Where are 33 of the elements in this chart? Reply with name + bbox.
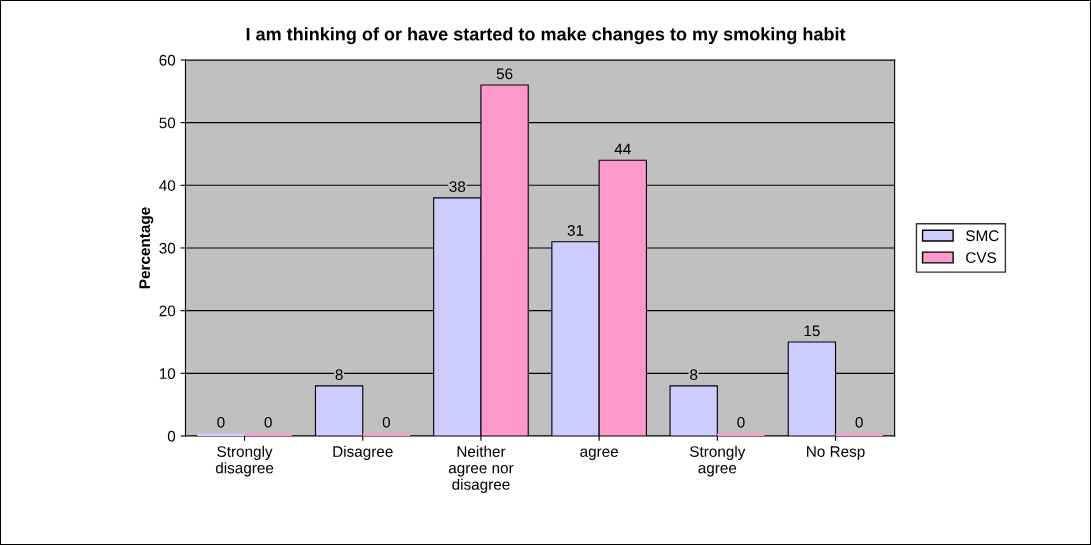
bar: [835, 433, 883, 436]
x-tick-label: No Resp: [807, 446, 865, 460]
x-tick-label: agree: [580, 448, 618, 460]
y-tick-label: 50: [159, 117, 176, 129]
data-label: 0: [737, 416, 745, 428]
x-tick-label: Disagree: [333, 445, 393, 460]
chart-title: I am thinking of or have started to make changes to my smoking habit: [246, 27, 846, 45]
x-tick-label: Neither agree nor disagree: [448, 445, 514, 493]
legend-label: SMC: [966, 230, 999, 242]
y-tick-label: 30: [159, 242, 176, 254]
bar: [244, 433, 292, 436]
x-tick-label: Strongly agree: [690, 445, 746, 477]
y-tick-label: 10: [159, 368, 176, 380]
data-label: 0: [217, 416, 225, 428]
data-label: 0: [855, 416, 863, 428]
y-tick-label: 60: [159, 54, 176, 66]
data-label: 8: [335, 369, 343, 381]
y-tick-label: 0: [167, 430, 176, 442]
data-label: 15: [804, 325, 820, 337]
legend-label: CVS: [966, 252, 997, 264]
data-label: 56: [496, 68, 513, 80]
data-label: 8: [690, 369, 698, 381]
data-label: 31: [567, 225, 584, 236]
y-tick-label: 40: [159, 180, 176, 191]
bar: [717, 433, 765, 436]
y-tick-label: 20: [159, 305, 176, 317]
data-label: 0: [264, 416, 272, 428]
data-label: 0: [382, 416, 391, 428]
x-tick-label: Strongly disagree: [215, 445, 274, 477]
y-axis-title: Percentage: [139, 207, 154, 289]
data-label: 44: [614, 143, 631, 155]
data-label: 38: [449, 181, 466, 193]
bar: [362, 433, 411, 436]
